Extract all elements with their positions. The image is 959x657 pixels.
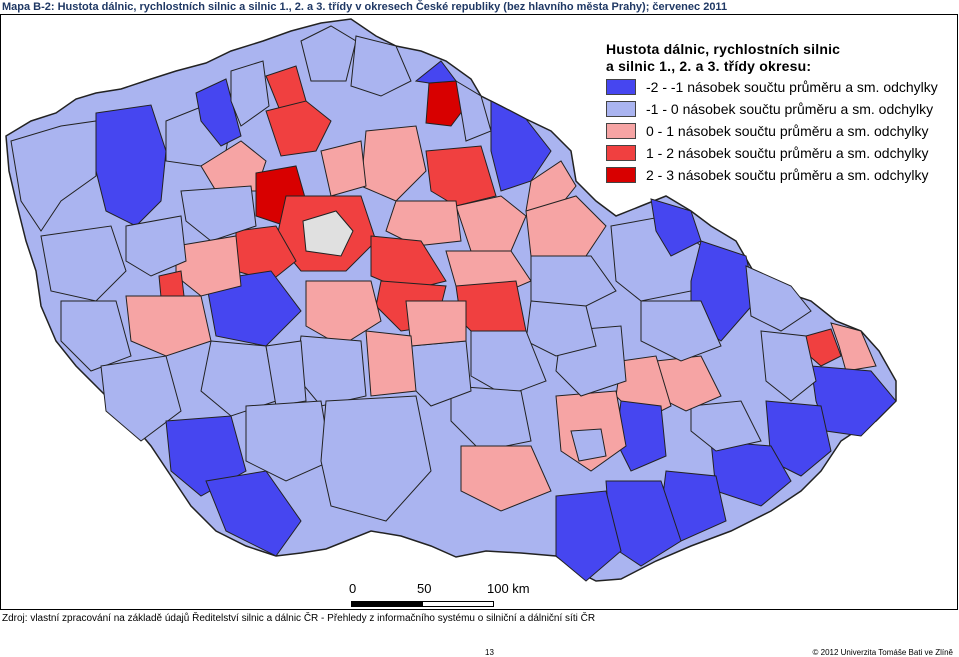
legend-label: 0 - 1 násobek součtu průměru a sm. odchy…: [646, 123, 929, 139]
legend-label: -1 - 0 násobek součtu průměru a sm. odch…: [646, 101, 934, 117]
scale-bar: 0 50 100 km: [349, 581, 539, 609]
scale-label-0: 0: [349, 581, 357, 596]
district-jindrichuv-hradec: [320, 395, 432, 522]
legend-row: -1 - 0 násobek součtu průměru a sm. odch…: [606, 99, 951, 119]
legend-swatch: [606, 167, 636, 183]
district-sokolov: [10, 120, 97, 232]
district-opava: [745, 265, 812, 332]
legend-title: Hustota dálnic, rychlostních silnic a si…: [606, 41, 951, 75]
district-ceske-budejovice: [245, 400, 332, 482]
scale-segment-white: [422, 601, 494, 607]
district-rychnov: [525, 195, 607, 257]
district-jesenik: [650, 198, 702, 257]
legend-title-line2: a silnic 1., 2. a 3. třídy okresu:: [606, 58, 812, 74]
legend-label: 2 - 3 násobek součtu průměru a sm. odchy…: [646, 167, 929, 183]
district-hradec: [455, 195, 527, 252]
district-cheb: [95, 104, 167, 227]
district-plzen-sever: [125, 215, 187, 277]
legend-swatch: [606, 123, 636, 139]
district-novy-jicin: [760, 330, 817, 402]
source-note: Zdroj: vlastní zpracování na základě úda…: [2, 613, 596, 624]
scale-segment-black: [351, 601, 423, 607]
legend-row: -2 - -1 násobek součtu průměru a sm. odc…: [606, 77, 951, 97]
legend-swatch: [606, 101, 636, 117]
legend-label: 1 - 2 násobek součtu průměru a sm. odchy…: [646, 145, 929, 161]
district-chomutov: [195, 78, 242, 147]
district-pisek: [265, 340, 307, 407]
district-klatovy: [100, 355, 182, 442]
district-nymburk: [385, 200, 462, 247]
district-benesov: [305, 280, 382, 347]
district-karvina: [830, 322, 877, 372]
legend-row: 2 - 3 násobek součtu průměru a sm. odchy…: [606, 165, 951, 185]
district-jicin: [425, 145, 497, 207]
page-title: Mapa B-2: Hustota dálnic, rychlostních s…: [2, 1, 728, 13]
scale-label-50: 50: [417, 581, 432, 596]
district-plzen-jih: [125, 295, 212, 357]
legend-items: -2 - -1 násobek součtu průměru a sm. odc…: [606, 77, 951, 185]
district-decin: [350, 35, 412, 97]
district-map: [5, 18, 897, 582]
scale-label-100: 100 km: [487, 581, 530, 596]
district-pelhrimov: [365, 330, 417, 397]
district-cesky-krumlov: [205, 470, 302, 557]
district-brno: [570, 428, 607, 462]
district-rokycany: [175, 235, 242, 297]
district-znojmo: [460, 445, 552, 512]
district-domazlice: [60, 300, 132, 372]
district-olomouc: [640, 300, 722, 362]
legend-title-line1: Hustota dálnic, rychlostních silnic: [606, 41, 841, 57]
copyright: © 2012 Univerzita Tomáše Bati ve Zlíně: [812, 648, 953, 657]
district-melnik: [320, 140, 367, 197]
district-frydek: [810, 365, 897, 437]
district-havlickuv-brod: [405, 300, 467, 347]
map-frame: Hustota dálnic, rychlostních silnic a si…: [0, 14, 958, 610]
legend: Hustota dálnic, rychlostních silnic a si…: [606, 41, 951, 185]
district-pribram: [205, 270, 302, 347]
district-breclav: [555, 490, 622, 582]
legend-row: 0 - 1 násobek součtu průměru a sm. odchy…: [606, 121, 951, 141]
district-zdar: [470, 330, 547, 397]
district-usti: [300, 25, 357, 82]
district-praha: [302, 210, 354, 257]
legend-swatch: [606, 145, 636, 161]
district-semily: [455, 80, 492, 142]
legend-label: -2 - -1 násobek součtu průměru a sm. odc…: [646, 79, 938, 95]
district-litomerice: [265, 100, 332, 157]
district-rakovnik: [180, 185, 257, 242]
legend-row: 1 - 2 násobek součtu průměru a sm. odchy…: [606, 143, 951, 163]
district-usti-orlici: [530, 255, 617, 312]
district-kromeriz: [690, 400, 762, 452]
legend-swatch: [606, 79, 636, 95]
district-most: [230, 60, 270, 127]
district-plzen: [158, 270, 185, 298]
district-tachov: [40, 225, 127, 302]
page-number: 13: [485, 648, 494, 657]
